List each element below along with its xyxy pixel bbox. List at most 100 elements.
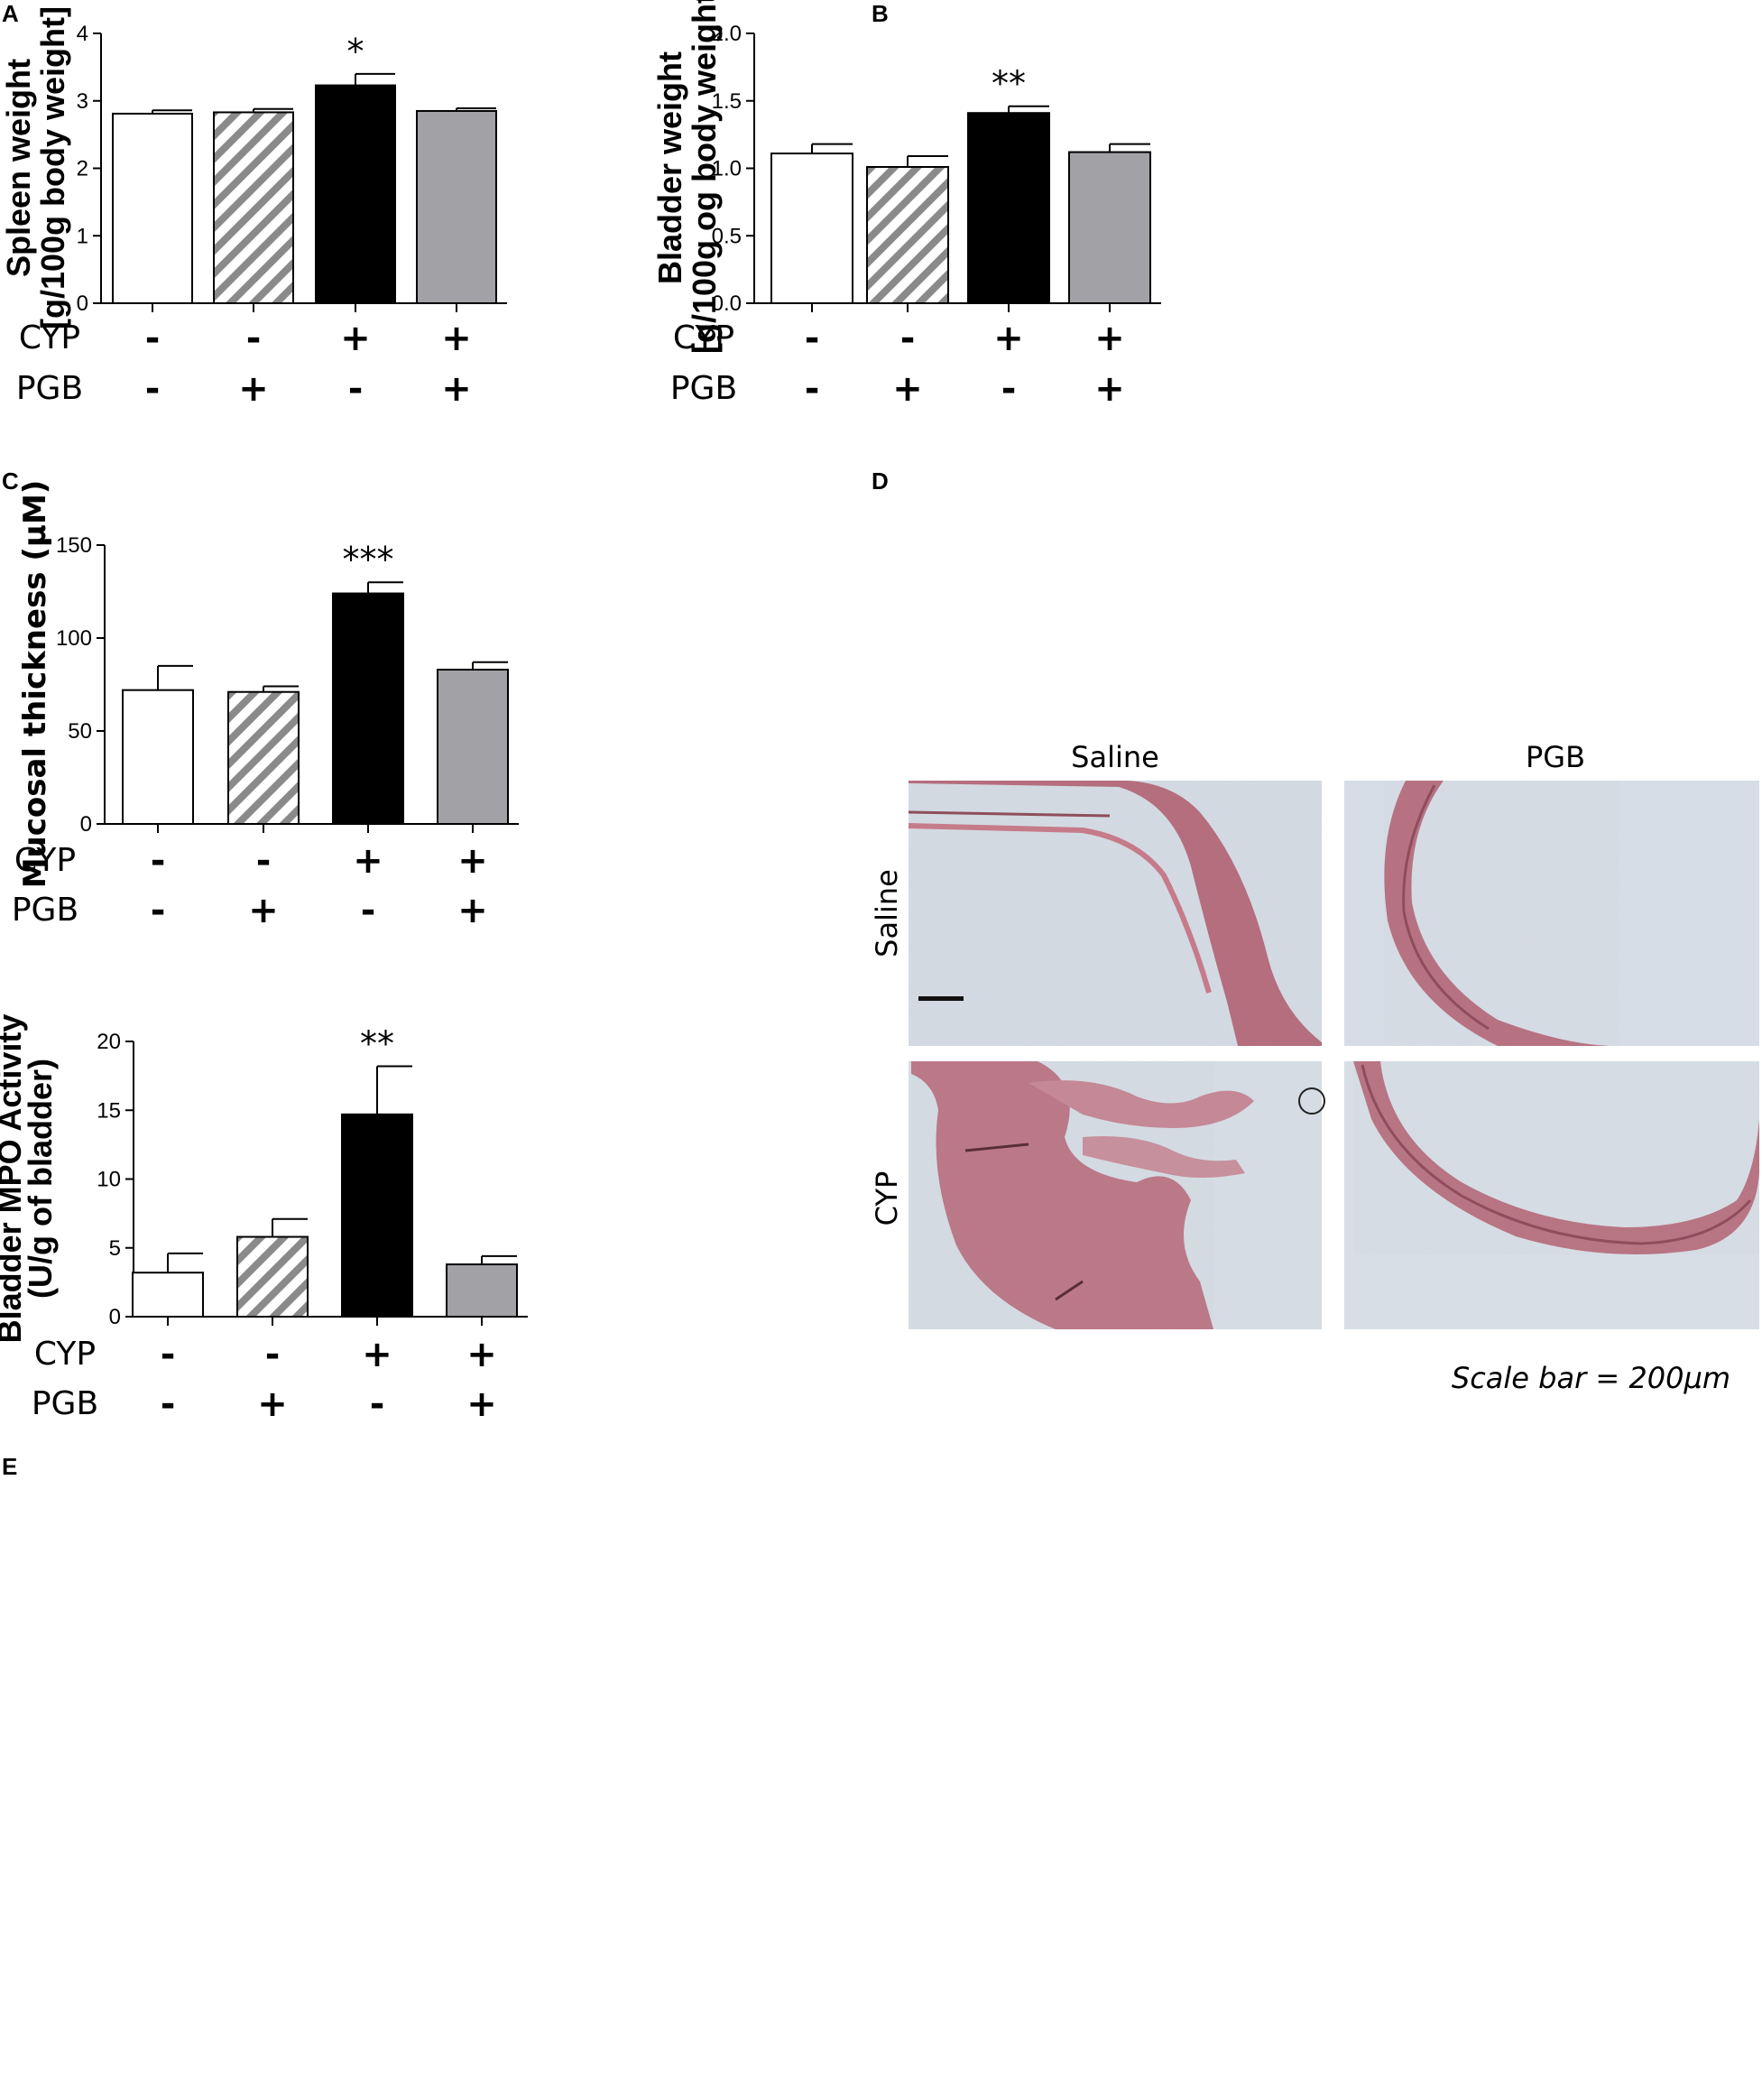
bar-gray (416, 109, 497, 305)
y-tick-label: 2 (77, 157, 88, 181)
cyp-sign: - (900, 318, 916, 359)
histology-panel: Saline PGB Saline CYP (870, 740, 1759, 1395)
pgb-row-label: PGB (12, 892, 78, 929)
cyp-sign: + (441, 318, 472, 359)
cyp-row-label: CYP (14, 842, 76, 879)
bar-black (967, 112, 1050, 304)
micrograph-pgb-saline (1344, 781, 1759, 1047)
pgb-sign: + (441, 368, 472, 410)
y-tick-label: 0.0 (712, 291, 742, 316)
pgb-sign: - (151, 890, 166, 931)
y-tick-label: 4 (77, 22, 88, 46)
y-tick-label: 0 (109, 1305, 121, 1329)
cyp-sign: - (256, 840, 272, 882)
y-tick-label: 0.5 (712, 224, 742, 248)
cyp-sign: + (1094, 318, 1125, 359)
scale-bar-note: Scale bar = 200µm (1452, 1361, 1730, 1395)
histology-col-label-saline: Saline (1071, 740, 1159, 774)
cyp-sign: + (353, 840, 383, 882)
significance-marker: ** (992, 64, 1026, 104)
histology-row-label-cyp: CYP (870, 1171, 904, 1226)
cyp-sign: + (362, 1334, 392, 1375)
y-tick-label: 2.0 (712, 22, 742, 46)
cyp-sign: - (161, 1334, 176, 1375)
cyp-row-label: CYP (673, 319, 734, 356)
bar-black (315, 84, 396, 305)
pgb-row-label: PGB (16, 370, 83, 407)
y-tick-label: 100 (56, 626, 92, 651)
panel-letter-a: A (2, 0, 19, 27)
significance-marker: * (347, 32, 364, 71)
micrograph-saline-saline (908, 781, 1322, 1046)
y-tick-label: 3 (77, 89, 88, 114)
histology-row-label-saline: Saline (870, 869, 904, 957)
pgb-sign: + (457, 890, 488, 931)
pgb-sign: - (1001, 368, 1017, 410)
pgb-sign: - (348, 368, 364, 410)
significance-marker: *** (343, 540, 394, 579)
y-tick-label: 1 (77, 224, 88, 248)
pgb-sign: + (248, 890, 279, 931)
y-tick-label: 150 (56, 533, 92, 558)
pgb-sign: - (805, 368, 820, 410)
y-tick-label: 50 (68, 719, 92, 744)
y-axis-label: Bladder MPO Activity (0, 1014, 28, 1344)
y-axis-label: (U/g of bladder) (22, 1059, 59, 1299)
y-axis-label: [g/100g body weight] (34, 6, 71, 329)
panel-letter-e: E (2, 1453, 17, 1480)
micrograph-saline-cyp (909, 1061, 1325, 1329)
bar-hatched (227, 690, 300, 825)
y-tick-label: 0 (80, 812, 92, 837)
bar-white (132, 1272, 204, 1318)
bar-gray (1068, 151, 1151, 304)
bar-hatched (236, 1235, 309, 1318)
panel-letter-d: D (872, 467, 889, 495)
y-tick-label: 15 (97, 1098, 121, 1123)
cyp-sign: - (145, 318, 161, 359)
y-tick-label: 10 (97, 1168, 121, 1192)
bar-hatched (213, 111, 294, 304)
cyp-sign: + (340, 318, 371, 359)
cyp-sign: + (993, 318, 1024, 359)
y-axis-label: Spleen weight (0, 59, 37, 277)
pgb-sign: + (892, 368, 923, 410)
panel-letter-b: B (872, 0, 889, 27)
cyp-sign: - (265, 1334, 281, 1375)
chart-spleen-weight: 0 1 2 3 4 Spleen weight[g/100g body weight] - -… (0, 6, 507, 410)
panel-letter-c: C (2, 467, 19, 495)
pgb-sign: - (361, 890, 376, 931)
bar-black (341, 1113, 413, 1318)
cyp-sign: - (246, 318, 262, 359)
bar-white (122, 689, 194, 825)
y-axis-label: Bladder weight (651, 51, 688, 284)
cyp-sign: + (457, 840, 488, 882)
pgb-sign: - (370, 1383, 385, 1425)
y-tick-label: 0 (77, 291, 88, 316)
significance-marker: ** (360, 1023, 394, 1063)
pgb-sign: + (1094, 368, 1125, 410)
y-axis-label: [g/100g og body weight] (686, 0, 723, 354)
y-tick-label: 1.0 (712, 157, 742, 181)
cyp-row-label: CYP (34, 1336, 96, 1373)
chart-bladder-weight: 0.0 0.5 1.0 1.5 2.0 Bladder weight[g/100g og … (651, 0, 1161, 410)
pgb-row-label: PGB (32, 1385, 98, 1422)
bar-gray (446, 1263, 518, 1318)
chart-bladder-mpo: 0 5 10 15 20 Bladder MPO Activity(U/g of blad… (0, 1014, 528, 1425)
histology-col-label-pgb: PGB (1526, 740, 1585, 774)
pgb-sign: + (238, 368, 269, 410)
pgb-row-label: PGB (670, 370, 737, 407)
y-tick-label: 1.5 (712, 89, 742, 114)
y-tick-label: 5 (109, 1236, 121, 1261)
bar-hatched (866, 166, 949, 304)
bar-white (112, 112, 193, 304)
micrograph-pgb-cyp (1344, 1061, 1759, 1329)
y-tick-label: 20 (97, 1030, 121, 1054)
pgb-sign: - (145, 368, 161, 410)
cyp-sign: - (151, 840, 166, 882)
cyp-row-label: CYP (19, 319, 80, 356)
bar-black (332, 592, 404, 825)
pgb-sign: + (257, 1383, 288, 1425)
bar-gray (437, 669, 509, 826)
